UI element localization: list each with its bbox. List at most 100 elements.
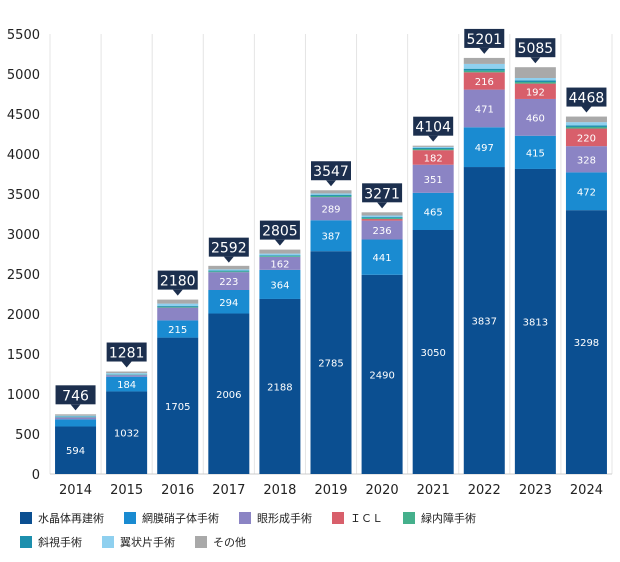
y-tick-label: 2000	[7, 308, 40, 323]
bar-segment	[361, 215, 403, 218]
bar-segment	[259, 255, 301, 257]
total-callout-box	[55, 385, 96, 405]
bar-segment	[208, 313, 250, 474]
segment-value-label: 294	[219, 298, 238, 309]
bar-segment	[514, 168, 556, 474]
bar-segment	[514, 80, 556, 82]
segment-value-label: 441	[373, 253, 392, 264]
bar-segment	[463, 68, 505, 71]
segment-value-label: 497	[475, 143, 494, 154]
y-tick-label: 5000	[7, 68, 40, 83]
bar-segment	[310, 190, 352, 194]
bar-segment	[106, 376, 148, 392]
segment-value-label: 216	[475, 77, 494, 88]
bar-segment	[361, 220, 403, 240]
total-callout-box	[259, 220, 300, 240]
total-value-label: 3271	[364, 186, 400, 202]
bar-segment	[106, 373, 148, 375]
bar-segment	[55, 414, 97, 416]
bar-segment	[310, 220, 352, 252]
legend-item-cataract: 水晶体再建術	[20, 510, 104, 526]
total-value-label: 4468	[569, 91, 605, 107]
x-tick-label: 2016	[161, 483, 194, 498]
legend-label-cataract: 水晶体再建術	[38, 512, 104, 525]
bar-segment	[361, 239, 403, 275]
total-callout-box	[464, 28, 505, 48]
bar-segment	[310, 197, 352, 221]
y-tick-label: 3000	[7, 228, 40, 243]
segment-value-label: 471	[475, 104, 494, 115]
bar-segment	[361, 212, 403, 216]
bar-segment	[310, 195, 352, 198]
legend-label-oculoplastic: 眼形成手術	[257, 512, 312, 525]
legend-label-strabismus: 斜視手術	[38, 536, 82, 549]
bar-segment	[412, 164, 454, 193]
segment-value-label: 472	[577, 187, 596, 198]
legend-label-icl: ＩＣＬ	[350, 512, 383, 525]
y-tick-label: 500	[15, 428, 40, 443]
legend-label-glaucoma: 緑内障手術	[421, 512, 476, 525]
total-callout-box	[311, 161, 351, 181]
bar-segment	[208, 272, 250, 290]
bar-segment	[412, 148, 454, 151]
bar-segment	[106, 371, 148, 374]
total-callout-pointer	[326, 180, 336, 187]
legend-item-vitreoretinal: 網膜硝子体手術	[124, 510, 219, 526]
bar-segment	[259, 256, 301, 270]
total-callout-box	[566, 87, 607, 107]
segment-value-label: 2785	[318, 359, 343, 370]
legend: 水晶体再建術 網膜硝子体手術 眼形成手術 ＩＣＬ 緑内障手術 斜視手術	[20, 506, 610, 554]
y-tick-label: 1500	[7, 348, 40, 363]
segment-value-label: 2006	[216, 390, 241, 401]
bar-segment	[514, 82, 556, 84]
bar-segment	[565, 146, 607, 173]
bar-segment	[565, 125, 607, 127]
total-callout-pointer	[223, 256, 234, 263]
legend-label-vitreoretinal: 網膜硝子体手術	[142, 512, 219, 525]
bar-segment	[361, 274, 403, 474]
total-value-label: 3547	[313, 164, 349, 180]
y-tick-label: 5500	[7, 28, 40, 43]
bar-segment	[310, 251, 352, 474]
legend-item-strabismus: 斜視手術	[20, 534, 82, 550]
total-callout-pointer	[274, 239, 285, 246]
total-callout-box	[157, 270, 198, 290]
legend-item-glaucoma: 緑内障手術	[403, 510, 476, 526]
legend-item-icl: ＩＣＬ	[332, 510, 383, 526]
y-tick-label: 1000	[7, 388, 40, 403]
x-tick-label: 2014	[59, 483, 92, 498]
bar-segment	[463, 57, 505, 64]
bar-segment	[208, 269, 250, 271]
total-callout-pointer	[428, 135, 439, 142]
legend-item-other: その他	[195, 534, 246, 550]
bar-segment	[106, 391, 148, 474]
total-value-label: 2180	[160, 274, 196, 290]
segment-value-label: 2490	[369, 370, 394, 381]
bar-segment	[157, 306, 199, 307]
bar-segment	[157, 320, 199, 338]
legend-swatch-icl	[332, 512, 344, 524]
legend-swatch-pterygium	[102, 536, 114, 548]
bar-segment	[514, 67, 556, 78]
total-callout-pointer	[581, 106, 592, 113]
segment-value-label: 223	[219, 277, 238, 288]
segment-value-label: 465	[424, 207, 443, 218]
bar-segment	[412, 230, 454, 474]
stacked-bar-chart: 0 500 1000 1500 2000 2500 3000 3500 4000 4500 5000…	[7, 28, 613, 498]
x-tick-label: 2024	[570, 483, 603, 498]
total-value-label: 4104	[415, 120, 451, 136]
bar-segment	[463, 70, 505, 73]
legend-swatch-cataract	[20, 512, 32, 524]
total-value-label: 5201	[466, 32, 502, 48]
y-tick-label: 4500	[7, 108, 40, 123]
bar-segment	[514, 98, 556, 136]
bar-segment	[463, 127, 505, 168]
total-callout-box	[362, 183, 403, 203]
bar-segment	[565, 116, 607, 123]
segment-value-label: 387	[321, 232, 340, 243]
legend-item-pterygium: 翼状片手術	[102, 534, 175, 550]
total-value-label: 2592	[211, 241, 247, 257]
segment-value-label: 351	[424, 175, 443, 186]
bar-segment	[208, 265, 250, 270]
